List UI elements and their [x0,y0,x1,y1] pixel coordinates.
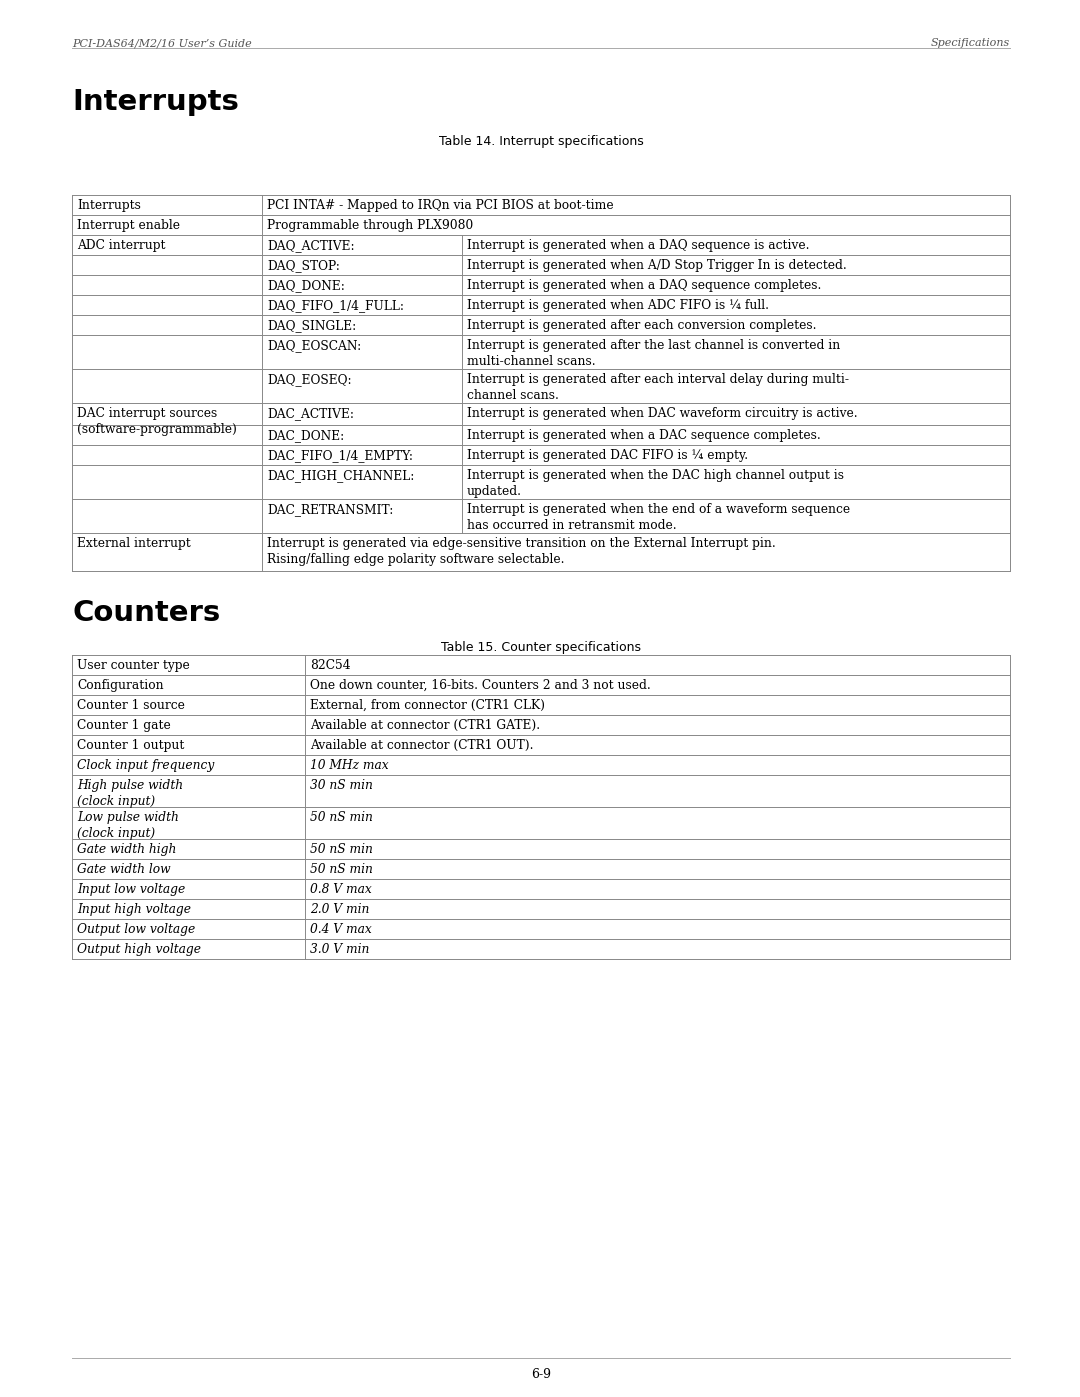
Text: 0.8 V max: 0.8 V max [310,883,372,895]
Text: DAQ_EOSCAN:: DAQ_EOSCAN: [267,339,361,352]
Text: DAC_RETRANSMIT:: DAC_RETRANSMIT: [267,503,393,515]
Text: PCI INTA# - Mapped to IRQn via PCI BIOS at boot-time: PCI INTA# - Mapped to IRQn via PCI BIOS … [267,198,613,212]
Text: Input high voltage: Input high voltage [77,902,191,916]
Text: DAC_HIGH_CHANNEL:: DAC_HIGH_CHANNEL: [267,469,415,482]
Text: External interrupt: External interrupt [77,536,191,550]
Text: 2.0 V min: 2.0 V min [310,902,369,916]
Text: Gate width high: Gate width high [77,842,176,856]
Text: 50 nS min: 50 nS min [310,812,373,824]
Text: Interrupt is generated when the DAC high channel output is
updated.: Interrupt is generated when the DAC high… [467,469,843,497]
Text: 10 MHz max: 10 MHz max [310,759,389,773]
Text: User counter type: User counter type [77,659,190,672]
Text: Interrupt is generated when a DAQ sequence completes.: Interrupt is generated when a DAQ sequen… [467,279,822,292]
Text: Interrupt is generated when A/D Stop Trigger In is detected.: Interrupt is generated when A/D Stop Tri… [467,258,847,272]
Text: Interrupt is generated when a DAC sequence completes.: Interrupt is generated when a DAC sequen… [467,429,821,441]
Text: Counter 1 output: Counter 1 output [77,739,185,752]
Text: Available at connector (CTR1 OUT).: Available at connector (CTR1 OUT). [310,739,534,752]
Text: DAQ_SINGLE:: DAQ_SINGLE: [267,319,356,332]
Text: Clock input frequency: Clock input frequency [77,759,214,773]
Text: Configuration: Configuration [77,679,164,692]
Text: Counter 1 gate: Counter 1 gate [77,719,171,732]
Text: DAC_FIFO_1/4_EMPTY:: DAC_FIFO_1/4_EMPTY: [267,448,413,462]
Text: Specifications: Specifications [931,38,1010,47]
Text: Programmable through PLX9080: Programmable through PLX9080 [267,219,473,232]
Text: Interrupt is generated when ADC FIFO is ¼ full.: Interrupt is generated when ADC FIFO is … [467,299,769,312]
Text: 3.0 V min: 3.0 V min [310,943,369,956]
Text: PCI-DAS64/M2/16 User’s Guide: PCI-DAS64/M2/16 User’s Guide [72,38,252,47]
Text: Output low voltage: Output low voltage [77,923,195,936]
Text: Interrupt is generated via edge-sensitive transition on the External Interrupt p: Interrupt is generated via edge-sensitiv… [267,536,775,566]
Text: 30 nS min: 30 nS min [310,780,373,792]
Text: Interrupt is generated after each conversion completes.: Interrupt is generated after each conver… [467,319,816,332]
Text: Table 14. Interrupt specifications: Table 14. Interrupt specifications [438,136,644,148]
Text: DAQ_FIFO_1/4_FULL:: DAQ_FIFO_1/4_FULL: [267,299,404,312]
Text: DAC_DONE:: DAC_DONE: [267,429,345,441]
Text: Interrupt is generated after each interval delay during multi-
channel scans.: Interrupt is generated after each interv… [467,373,849,402]
Text: One down counter, 16-bits. Counters 2 and 3 not used.: One down counter, 16-bits. Counters 2 an… [310,679,651,692]
Text: Interrupts: Interrupts [77,198,140,212]
Text: DAQ_DONE:: DAQ_DONE: [267,279,345,292]
Text: Counter 1 source: Counter 1 source [77,698,185,712]
Text: Counters: Counters [72,599,220,627]
Text: Interrupt is generated when the end of a waveform sequence
has occurred in retra: Interrupt is generated when the end of a… [467,503,850,532]
Text: DAC_ACTIVE:: DAC_ACTIVE: [267,407,354,420]
Text: Gate width low: Gate width low [77,863,171,876]
Text: Input low voltage: Input low voltage [77,883,186,895]
Text: DAQ_EOSEQ:: DAQ_EOSEQ: [267,373,352,386]
Text: Low pulse width
(clock input): Low pulse width (clock input) [77,812,179,840]
Text: Table 15. Counter specifications: Table 15. Counter specifications [441,641,642,654]
Text: Interrupt is generated after the last channel is converted in
multi-channel scan: Interrupt is generated after the last ch… [467,339,840,367]
Text: Interrupt is generated when DAC waveform circuitry is active.: Interrupt is generated when DAC waveform… [467,407,858,420]
Text: Available at connector (CTR1 GATE).: Available at connector (CTR1 GATE). [310,719,540,732]
Text: Interrupts: Interrupts [72,88,239,116]
Text: 6-9: 6-9 [531,1368,551,1382]
Text: DAQ_ACTIVE:: DAQ_ACTIVE: [267,239,354,251]
Text: High pulse width
(clock input): High pulse width (clock input) [77,780,184,807]
Text: Interrupt is generated when a DAQ sequence is active.: Interrupt is generated when a DAQ sequen… [467,239,810,251]
Text: DAC interrupt sources
(software-programmable): DAC interrupt sources (software-programm… [77,407,237,436]
Text: External, from connector (CTR1 CLK): External, from connector (CTR1 CLK) [310,698,545,712]
Text: ADC interrupt: ADC interrupt [77,239,165,251]
Text: 0.4 V max: 0.4 V max [310,923,372,936]
Text: 82C54: 82C54 [310,659,351,672]
Text: Interrupt is generated DAC FIFO is ¼ empty.: Interrupt is generated DAC FIFO is ¼ emp… [467,448,748,462]
Text: Output high voltage: Output high voltage [77,943,201,956]
Text: DAQ_STOP:: DAQ_STOP: [267,258,340,272]
Text: Interrupt enable: Interrupt enable [77,219,180,232]
Text: 50 nS min: 50 nS min [310,863,373,876]
Text: 50 nS min: 50 nS min [310,842,373,856]
